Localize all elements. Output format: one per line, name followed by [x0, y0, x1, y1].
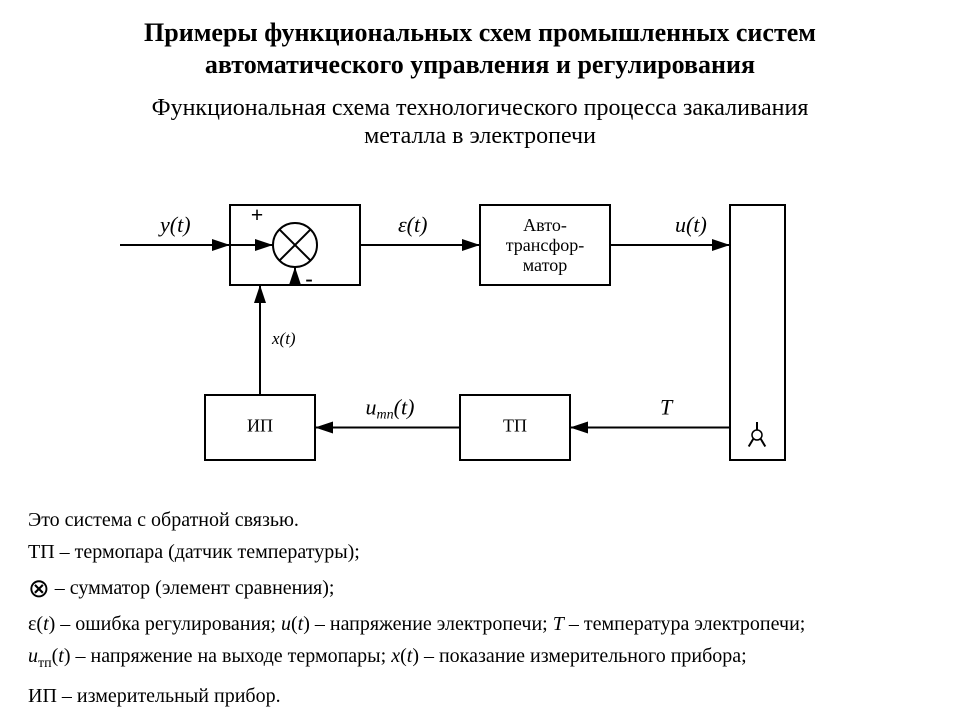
- svg-text:+: +: [251, 202, 264, 227]
- svg-text:матор: матор: [523, 255, 567, 275]
- description-line: ⊗ – сумматор (элемент сравнения);: [28, 573, 805, 603]
- svg-text:y(t): y(t): [158, 212, 191, 237]
- functional-diagram: Авто-трансфор-матор ИП ТП y(t) + - ε(t) u(t) Tuт…: [120, 190, 840, 480]
- page-title-2: автоматического управления и регулирован…: [0, 50, 960, 80]
- description-line: ИП – измерительный прибор.: [28, 681, 805, 711]
- svg-text:ε(t): ε(t): [398, 212, 427, 237]
- description-line: ε(t) – ошибка регулирования; u(t) – напр…: [28, 609, 805, 639]
- svg-text:u(t): u(t): [675, 212, 707, 237]
- svg-text:uтп(t): uтп(t): [366, 395, 415, 423]
- description-line: ТП – термопара (датчик температуры);: [28, 537, 805, 567]
- page-title-1: Примеры функциональных схем промышленных…: [0, 18, 960, 48]
- description-block: Это система с обратной связью.ТП – термо…: [28, 505, 805, 713]
- svg-text:ТП: ТП: [503, 416, 527, 436]
- svg-text:Авто-: Авто-: [523, 215, 567, 235]
- page-subtitle-1: Функциональная схема технологического пр…: [0, 95, 960, 122]
- svg-text:T: T: [660, 395, 674, 420]
- page-subtitle-2: металла в электропечи: [0, 123, 960, 150]
- description-line: Это система с обратной связью.: [28, 505, 805, 535]
- svg-text:ИП: ИП: [247, 416, 273, 436]
- svg-text:x(t): x(t): [271, 329, 296, 348]
- description-line: uтп(t) – напряжение на выходе термопары;…: [28, 641, 805, 679]
- svg-text:трансфор-: трансфор-: [506, 235, 585, 255]
- svg-text:-: -: [305, 266, 312, 291]
